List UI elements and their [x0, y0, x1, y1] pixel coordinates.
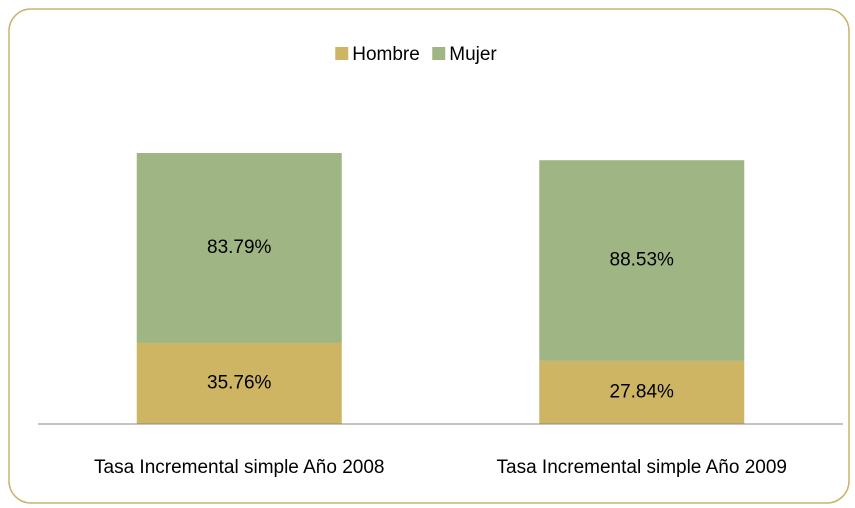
- data-label: 88.53%: [610, 250, 675, 271]
- data-label: 35.76%: [207, 372, 272, 393]
- x-tick-label: Tasa Incremental simple Año 2009: [497, 457, 787, 478]
- x-tick-label: Tasa Incremental simple Año 2008: [94, 457, 384, 478]
- legend-swatch: [335, 47, 349, 60]
- bar-segment: [136, 342, 342, 424]
- legend-swatch: [432, 47, 446, 60]
- legend-label: Mujer: [449, 44, 497, 65]
- data-label: 27.84%: [610, 381, 675, 402]
- bar-segment: [136, 153, 342, 343]
- bar-segment: [539, 360, 745, 424]
- data-label: 83.79%: [207, 237, 272, 258]
- bar-segment: [539, 160, 745, 361]
- legend-label: Hombre: [352, 44, 420, 65]
